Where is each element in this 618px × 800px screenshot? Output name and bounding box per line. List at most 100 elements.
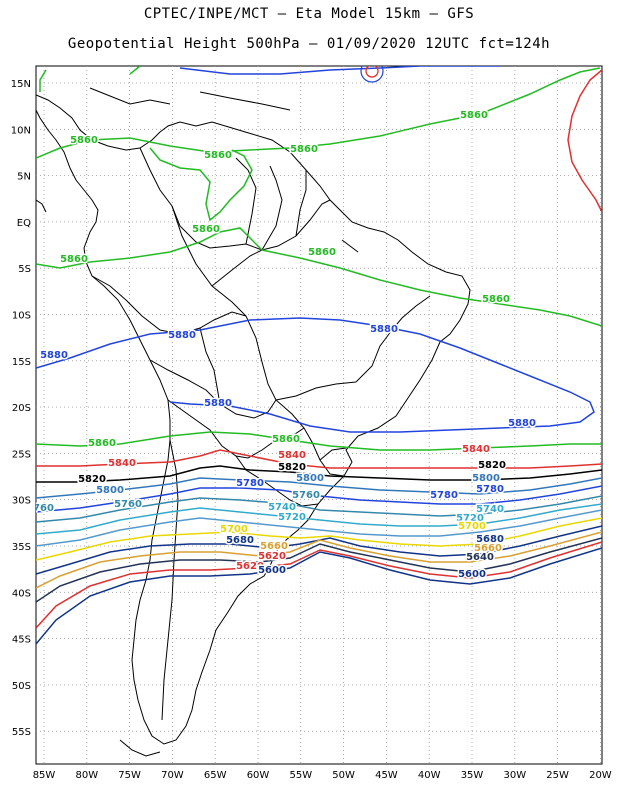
contour-5700: [36, 517, 602, 561]
lon-tick-label: 40W: [418, 770, 441, 781]
lat-tick-label: 10N: [11, 125, 31, 136]
contour-label: 5840: [108, 458, 136, 469]
contour-label: 5860: [482, 294, 510, 305]
contour-5880: [36, 317, 595, 433]
contour-label: 5860: [88, 438, 116, 449]
contour-label: 5720: [456, 513, 484, 524]
contour-label: 5660: [260, 541, 288, 552]
lon-tick-label: 80W: [75, 770, 98, 781]
contour-label: 5880: [168, 330, 196, 341]
contour-label: 5620: [236, 561, 264, 572]
contour-5620: [36, 541, 602, 629]
lat-tick-label: 20S: [12, 403, 31, 414]
lat-tick-label: 55S: [12, 727, 31, 738]
contour-label: 5860: [192, 224, 220, 235]
map-subtitle: Geopotential Height 500hPa – 01/09/2020 …: [67, 36, 551, 52]
lat-tick-label: EQ: [17, 218, 31, 229]
map-title: CPTEC/INPE/MCT – Eta Model 15km – GFS: [143, 6, 475, 22]
contour-label: 5700: [458, 521, 486, 532]
lat-tick-label: 15N: [11, 79, 31, 90]
lon-tick-label: 25W: [546, 770, 569, 781]
lat-tick-label: 25S: [12, 449, 31, 460]
contour-label: 5880: [370, 324, 398, 335]
contour-5720: [36, 509, 602, 547]
contour-5860-central: [36, 227, 602, 327]
contour-5600: [36, 547, 602, 645]
contour-label: 5880: [40, 350, 68, 361]
contour-label: 5820: [478, 460, 506, 471]
contour-label: 5680: [226, 535, 254, 546]
contour-label: 5780: [430, 490, 458, 501]
contour-5780: [36, 485, 602, 513]
contour-label: 5700: [220, 524, 248, 535]
contour-label: 5860: [70, 135, 98, 146]
contour-label: 5800: [96, 485, 124, 496]
contour-5640: [36, 537, 602, 603]
contour-label: 5880: [204, 398, 232, 409]
contour-label: 5760: [114, 499, 142, 510]
contour-5660: [36, 531, 602, 589]
contour-label: 5860: [290, 144, 318, 155]
lon-tick-label: 30W: [503, 770, 526, 781]
contour-5800: [36, 477, 602, 499]
contour-5860-south: [36, 431, 602, 451]
high-center: [365, 66, 379, 78]
contour-label: 5820: [78, 474, 106, 485]
contour-5840: [36, 449, 602, 469]
contour-5860-ne2: [129, 66, 141, 75]
coastlines: [36, 87, 471, 757]
contour-5820: [36, 465, 602, 483]
lon-tick-label: 60W: [247, 770, 270, 781]
contour-label: 5860: [272, 434, 300, 445]
contour-east-red: [567, 69, 602, 213]
lon-tick-label: 75W: [118, 770, 141, 781]
lat-tick-label: 45S: [12, 635, 31, 646]
lat-tick-label: 15S: [12, 357, 31, 368]
lat-tick-label: 5N: [17, 172, 31, 183]
graticule: [36, 66, 602, 764]
contour-label: 5860: [460, 110, 488, 121]
contour-label: 5600: [258, 565, 286, 576]
contour-label: 5640: [466, 552, 494, 563]
lat-tick-label: 30S: [12, 496, 31, 507]
contour-label: 5760: [26, 503, 54, 514]
lon-tick-label: 85W: [33, 770, 56, 781]
contour-label: 5860: [60, 254, 88, 265]
lon-tick-label: 50W: [332, 770, 355, 781]
contour-label: 5840: [462, 444, 490, 455]
contour-5880-north: [179, 66, 500, 75]
contour-label: 5680: [476, 534, 504, 545]
contour-label: 5620: [258, 551, 286, 562]
contour-5740: [36, 503, 602, 535]
contour-label: 5780: [236, 478, 264, 489]
contour-label: 5800: [472, 473, 500, 484]
lon-tick-label: 35W: [461, 770, 484, 781]
lon-tick-label: 55W: [289, 770, 312, 781]
contour-label: 5820: [278, 462, 306, 473]
contour-5860-interior: [149, 147, 253, 222]
lat-tick-label: 40S: [12, 588, 31, 599]
contour-label: 5740: [268, 502, 296, 513]
contour-label: 5660: [474, 543, 502, 554]
contour-label: 5860: [204, 150, 232, 161]
contour-label: 5880: [508, 418, 536, 429]
lon-tick-label: 70W: [161, 770, 184, 781]
contour-5860-ne: [39, 69, 47, 92]
contour-5760: [36, 495, 602, 523]
lon-tick-label: 45W: [375, 770, 398, 781]
contour-label: 5780: [476, 484, 504, 495]
lon-tick-label: 65W: [204, 770, 227, 781]
lat-tick-label: 10S: [12, 311, 31, 322]
contour-label: 5720: [278, 512, 306, 523]
contour-label: 5800: [296, 473, 324, 484]
contour-label: 5740: [476, 504, 504, 515]
map-frame: [35, 65, 603, 765]
contour-5860-north: [36, 67, 601, 159]
lat-tick-label: 50S: [12, 681, 31, 692]
lat-tick-label: 35S: [12, 542, 31, 553]
contour-5680: [36, 525, 602, 575]
contour-label: 5600: [458, 569, 486, 580]
contour-label: 5840: [278, 450, 306, 461]
lon-tick-label: 20W: [589, 770, 612, 781]
